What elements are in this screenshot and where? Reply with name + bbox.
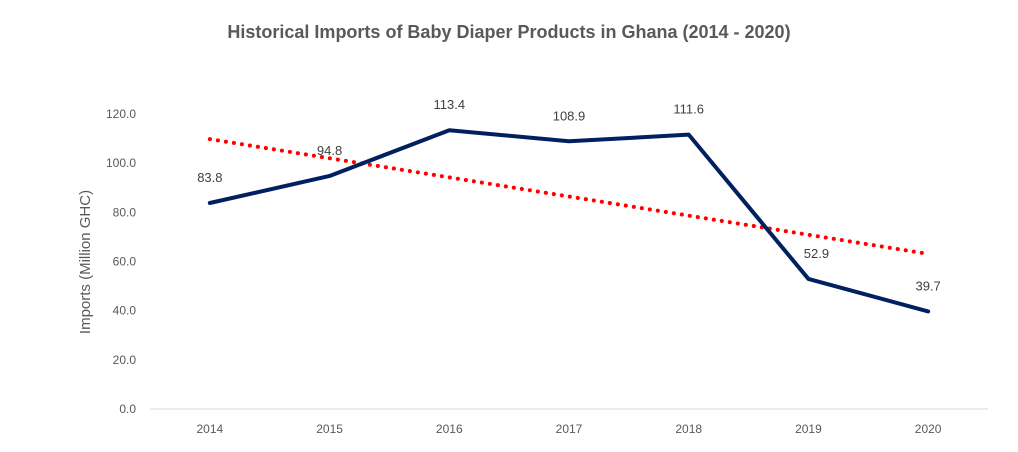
y-tick-label: 100.0 [106, 156, 136, 170]
data-label: 108.9 [553, 108, 586, 123]
y-tick-label: 80.0 [113, 205, 137, 219]
chart-title: Historical Imports of Baby Diaper Produc… [227, 22, 790, 42]
y-axis-label: Imports (Million GHC) [77, 190, 94, 334]
data-label: 94.8 [317, 143, 342, 158]
x-tick-label: 2014 [197, 422, 224, 436]
x-axis-ticks: 2014 2015 2016 2017 2018 2019 2020 [197, 422, 942, 436]
y-axis-ticks: 0.0 20.0 40.0 60.0 80.0 100.0 120.0 [106, 107, 136, 416]
data-label: 111.6 [673, 102, 704, 117]
x-tick-label: 2015 [316, 422, 343, 436]
data-label: 113.4 [433, 97, 465, 112]
x-tick-label: 2020 [915, 422, 942, 436]
data-label: 83.8 [197, 170, 222, 185]
x-tick-label: 2018 [675, 422, 702, 436]
y-tick-label: 60.0 [113, 255, 137, 269]
trendline-layer [207, 137, 931, 256]
y-tick-label: 40.0 [113, 304, 137, 318]
x-tick-label: 2017 [556, 422, 583, 436]
data-label-layer: 83.8 94.8 113.4 108.9 111.6 52.9 39.7 [197, 97, 941, 293]
series-layer [207, 128, 931, 314]
y-tick-label: 120.0 [106, 107, 136, 121]
data-label: 39.7 [915, 278, 940, 293]
y-tick-label: 0.0 [119, 402, 136, 416]
x-tick-label: 2019 [795, 422, 822, 436]
trendline [207, 137, 931, 256]
series-line [207, 128, 931, 314]
y-tick-label: 20.0 [113, 353, 137, 367]
data-label: 52.9 [804, 246, 829, 261]
x-tick-label: 2016 [436, 422, 463, 436]
